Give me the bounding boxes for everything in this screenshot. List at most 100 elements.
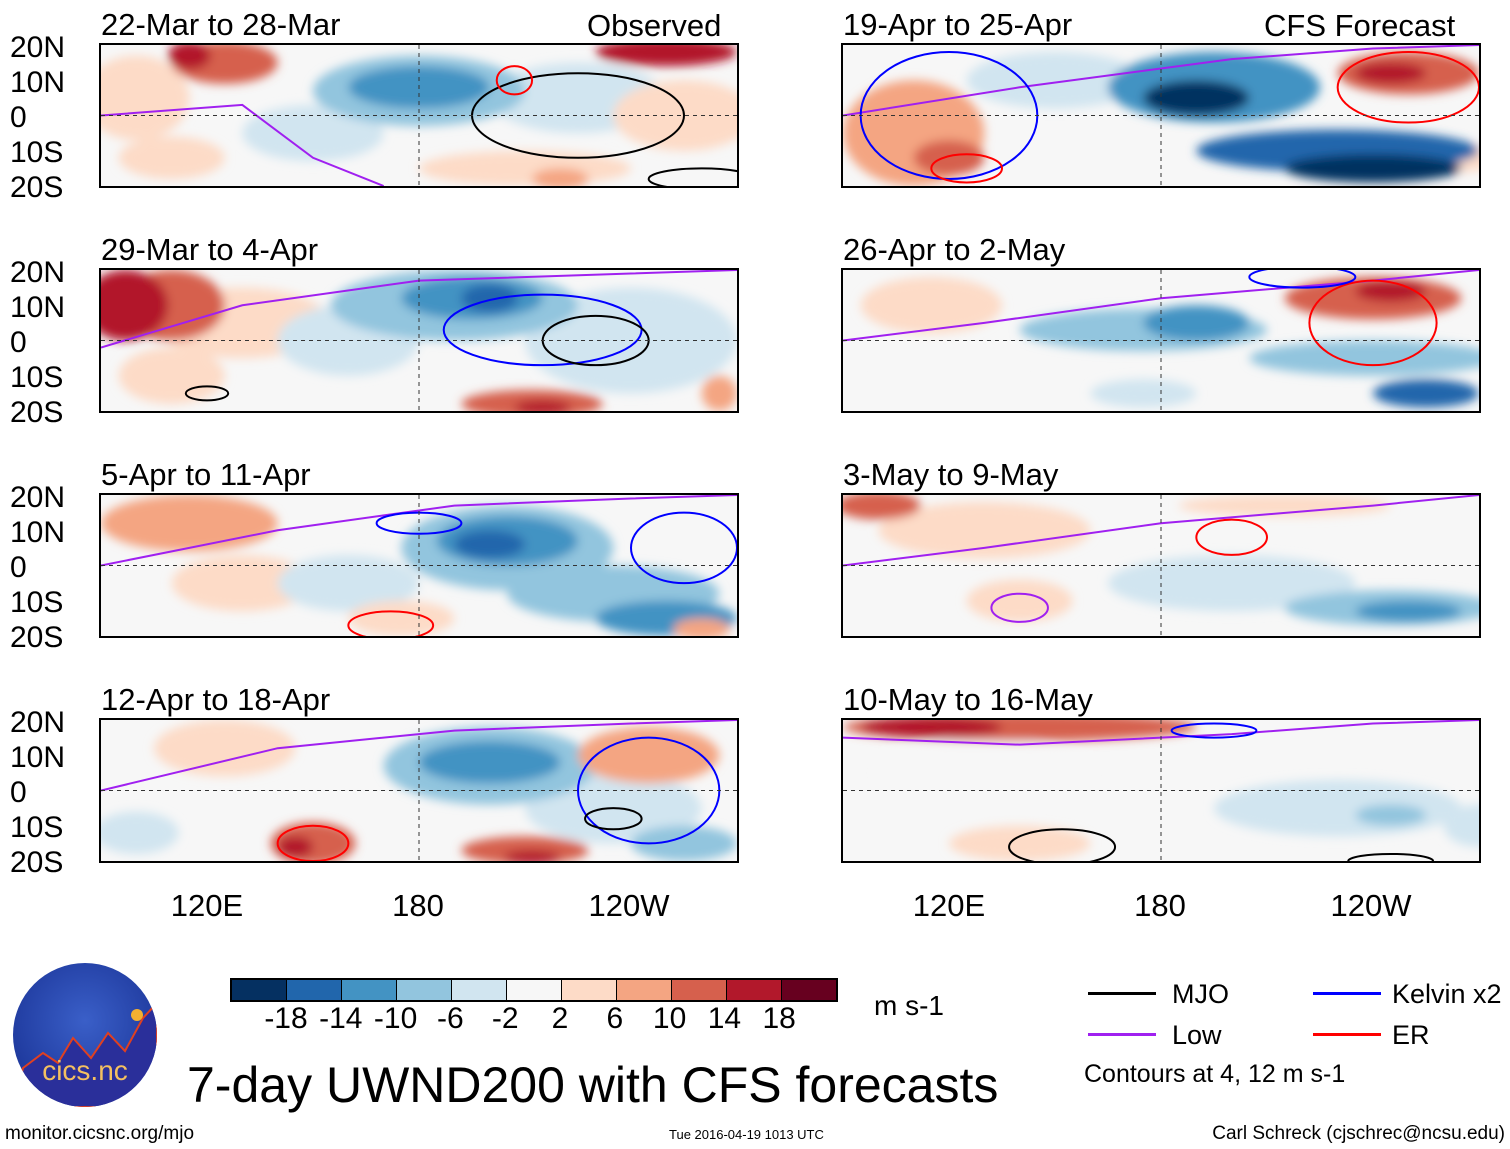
panel-title: 3-May to 9-May xyxy=(843,457,1059,492)
er-contour xyxy=(347,610,435,636)
kelvin-contour xyxy=(442,293,643,367)
lon-label-120e-left: 120E xyxy=(170,888,244,923)
colorbar-swatch xyxy=(782,980,836,1000)
lat-label: 10S xyxy=(10,136,64,169)
anomaly-region xyxy=(461,284,518,313)
colorbar xyxy=(230,978,838,1002)
mjo-contour xyxy=(647,167,737,186)
map-panel xyxy=(841,493,1481,638)
lat-label: 10N xyxy=(10,66,66,99)
map-panel xyxy=(99,493,739,638)
anomaly-region xyxy=(631,825,737,861)
anomaly-region xyxy=(1108,554,1356,612)
anomaly-region xyxy=(1373,379,1479,408)
colorbar-tick-label: -14 xyxy=(319,1002,363,1035)
legend-mjo-line xyxy=(1088,992,1156,995)
anomaly-region xyxy=(101,811,179,854)
er-contour xyxy=(495,65,534,96)
anomaly-region xyxy=(277,554,419,612)
anomaly-region xyxy=(101,55,190,141)
anomaly-region xyxy=(532,168,589,186)
lat-label: 20S xyxy=(10,846,64,879)
low-contour xyxy=(843,720,1479,746)
colorbar-swatch xyxy=(452,980,507,1000)
panel-title: 29-Mar to 4-Apr xyxy=(101,232,319,267)
anomaly-region xyxy=(1355,804,1426,826)
anomaly-region xyxy=(514,400,571,411)
lat-label: 0 xyxy=(10,326,27,359)
legend-kelvin-line xyxy=(1313,992,1381,995)
footer-url[interactable]: monitor.cicsnc.org/mjo xyxy=(5,1123,195,1144)
colorbar-swatch xyxy=(727,980,782,1000)
lat-label: 0 xyxy=(10,776,27,809)
legend-contour-note: Contours at 4, 12 m s-1 xyxy=(1084,1060,1346,1088)
anomaly-region xyxy=(1355,280,1426,302)
colorbar-swatch xyxy=(672,980,727,1000)
panel-title: 12-Apr to 18-Apr xyxy=(101,682,331,717)
map-panel xyxy=(99,268,739,413)
colorbar-swatch xyxy=(232,980,287,1000)
colorbar-units: m s-1 xyxy=(874,990,944,1021)
anomaly-region xyxy=(578,727,720,784)
anomaly-region xyxy=(878,347,1020,404)
anomaly-region xyxy=(118,347,225,404)
lat-label: 10S xyxy=(10,811,64,844)
kelvin-contour xyxy=(1248,270,1357,289)
colorbar-swatch xyxy=(617,980,672,1000)
forecast-label: CFS Forecast xyxy=(1264,8,1456,43)
mjo-contour xyxy=(1008,828,1117,861)
anomaly-region xyxy=(1355,600,1462,622)
anomaly-region xyxy=(949,825,1091,861)
footer-credit: Carl Schreck (cjschrec@ncsu.edu) xyxy=(1212,1123,1505,1144)
colorbar-tick-label: -2 xyxy=(491,1002,519,1035)
low-contour xyxy=(843,45,1479,117)
anomaly-region xyxy=(348,600,455,636)
anomaly-region xyxy=(860,277,1002,334)
er-contour xyxy=(1308,279,1438,367)
main-title: 7-day UWND200 with CFS forecasts xyxy=(187,1057,999,1113)
anomaly-region xyxy=(118,136,225,179)
legend-kelvin-label: Kelvin x2 xyxy=(1392,979,1502,1009)
anomaly-region xyxy=(1249,340,1479,376)
anomaly-region xyxy=(168,45,211,70)
map-panel xyxy=(99,718,739,863)
lat-label: 20S xyxy=(10,171,64,204)
lat-label: 20N xyxy=(10,481,66,514)
legend-er-line xyxy=(1313,1033,1381,1036)
er-contour xyxy=(1195,518,1268,556)
lat-label: 10N xyxy=(10,516,66,549)
anomaly-region xyxy=(913,140,985,176)
logo-text: cics.nc xyxy=(42,1055,128,1086)
er-contour xyxy=(276,824,350,861)
lat-label: 20N xyxy=(10,256,66,289)
anomaly-region xyxy=(613,80,737,151)
footer-timestamp: Tue 2016-04-19 1013 UTC xyxy=(669,1127,824,1142)
anomaly-region xyxy=(171,554,313,612)
colorbar-tick-label: -18 xyxy=(264,1002,308,1035)
mjo-contour xyxy=(1347,852,1435,861)
lat-label: 10S xyxy=(10,586,64,619)
anomaly-region xyxy=(860,720,1002,738)
mjo-contour xyxy=(584,807,643,831)
colorbar-swatch xyxy=(397,980,452,1000)
low-contour xyxy=(101,720,737,792)
anomaly-region xyxy=(966,52,1144,109)
colorbar-swatch xyxy=(287,980,342,1000)
mjo-contour xyxy=(184,385,230,402)
observed-label: Observed xyxy=(587,8,722,43)
anomaly-region xyxy=(154,720,296,777)
map-panel xyxy=(841,718,1481,863)
anomaly-region xyxy=(966,579,1073,622)
panel-title: 22-Mar to 28-Mar xyxy=(101,7,341,42)
colorbar-swatch xyxy=(342,980,397,1000)
anomaly-region xyxy=(1178,495,1391,517)
anomaly-region xyxy=(595,45,737,67)
anomaly-region xyxy=(1443,804,1479,847)
lat-label: 20S xyxy=(10,621,64,654)
colorbar-tick-label: 6 xyxy=(606,1002,624,1035)
legend-mjo-label: MJO xyxy=(1172,979,1229,1009)
lat-label: 20N xyxy=(10,706,66,739)
lat-label: 0 xyxy=(10,101,27,134)
lat-label: 10N xyxy=(10,741,66,774)
colorbar-tick-label: 14 xyxy=(707,1002,742,1035)
